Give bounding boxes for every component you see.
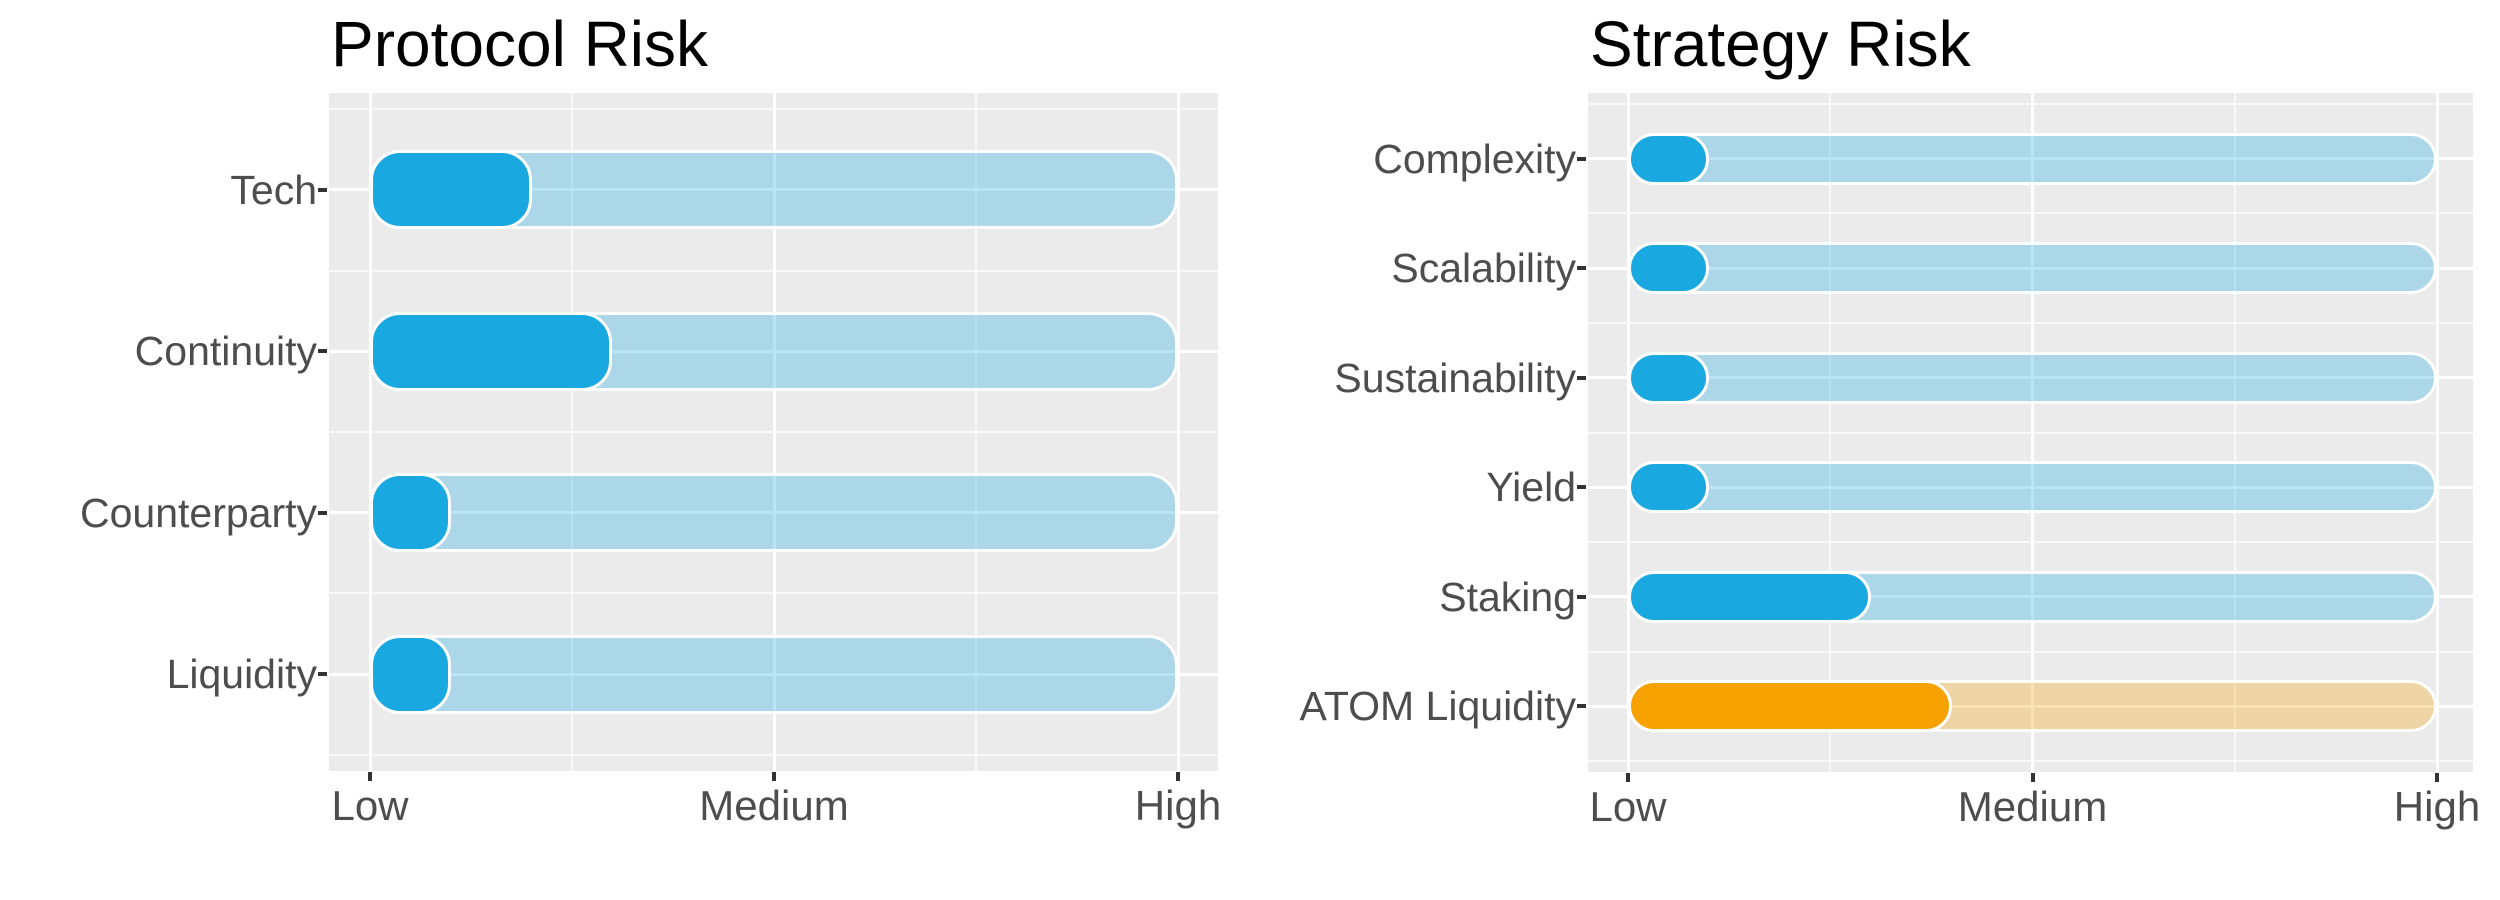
x-tick-label-low: Low [1589,783,1667,830]
category-label-5: ATOM Liquidity [1299,683,1576,730]
y-tick-mark-0 [318,187,327,192]
bar-track-3 [1628,461,2437,514]
gridline-y-minor-3 [329,592,1218,595]
bar-track-1 [1628,242,2437,295]
chart-title-strategy-risk: Strategy Risk [1590,8,1971,80]
x-tick-label-medium: Medium [1957,783,2108,830]
y-tick-mark-1 [1577,266,1586,271]
gridline-y-0 [1588,157,2473,161]
gridline-y-minor-1 [329,269,1218,272]
bar-fill-3 [370,634,451,714]
y-tick-mark-5 [1577,704,1586,709]
category-label-0: Complexity [1373,135,1576,182]
y-tick-mark-1 [318,349,327,354]
bar-fill-1 [1628,242,1709,295]
category-label-3: Liquidity [166,651,317,698]
x-tick-label-high: High [1134,782,1222,829]
category-label-1: Continuity [134,328,317,375]
bar-track-3 [370,634,1178,714]
gridline-y-minor-5 [1588,650,2473,653]
category-label-2: Sustainability [1334,354,1576,401]
category-label-2: Counterparty [79,489,317,536]
y-tick-mark-2 [318,510,327,515]
y-tick-mark-0 [1577,156,1586,161]
bar-fill-1 [370,311,613,391]
x-tick-label-medium: Medium [699,782,849,829]
y-tick-mark-4 [1577,594,1586,599]
bar-track-2 [1628,351,2437,404]
bar-fill-0 [370,150,532,230]
category-label-3: Yield [1486,464,1576,511]
bar-track-2 [370,473,1178,553]
bar-fill-2 [1628,351,1709,404]
gridline-y-5 [1588,704,2473,708]
x-tick-mark-medium [772,772,776,781]
x-tick-label-low: Low [331,782,409,829]
x-tick-mark-high [2435,773,2439,782]
gridline-y-2 [1588,376,2473,380]
y-tick-mark-3 [1577,485,1586,490]
chart-title-protocol-risk: Protocol Risk [331,8,708,80]
x-tick-mark-medium [2030,773,2035,782]
gridline-y-4 [1588,595,2473,599]
bar-fill-2 [370,473,451,553]
gridline-y-3 [1588,485,2473,489]
category-label-0: Tech [230,166,317,213]
gridline-y-1 [1588,266,2473,270]
gridline-y-minor-3 [1588,431,2473,434]
x-tick-mark-low [368,772,372,781]
gridline-y-2 [329,511,1218,515]
x-tick-label-high: High [2393,783,2481,830]
gridline-y-minor-0 [1588,102,2473,105]
gridline-y-minor-2 [1588,321,2473,324]
x-tick-mark-low [1626,773,1630,782]
gridline-y-minor-6 [1588,760,2473,763]
gridline-y-3 [329,672,1218,676]
gridline-y-minor-0 [329,108,1218,111]
gridline-y-minor-4 [1588,541,2473,544]
protocol-risk-plot-panel [329,93,1218,771]
gridline-y-0 [329,188,1218,192]
bar-fill-3 [1628,461,1709,514]
bar-fill-5 [1628,680,1952,733]
y-tick-mark-3 [318,672,327,677]
strategy-risk-plot-panel [1588,93,2473,772]
gridline-y-minor-1 [1588,212,2473,215]
category-label-1: Scalability [1391,245,1576,292]
gridline-y-minor-4 [329,753,1218,756]
gridline-y-1 [329,349,1218,353]
bar-track-0 [1628,132,2437,185]
bar-fill-0 [1628,132,1709,185]
gridline-y-minor-2 [329,431,1218,433]
category-label-4: Staking [1439,573,1576,620]
x-tick-mark-high [1176,772,1180,781]
bar-fill-4 [1628,570,1871,623]
y-tick-mark-2 [1577,375,1586,380]
